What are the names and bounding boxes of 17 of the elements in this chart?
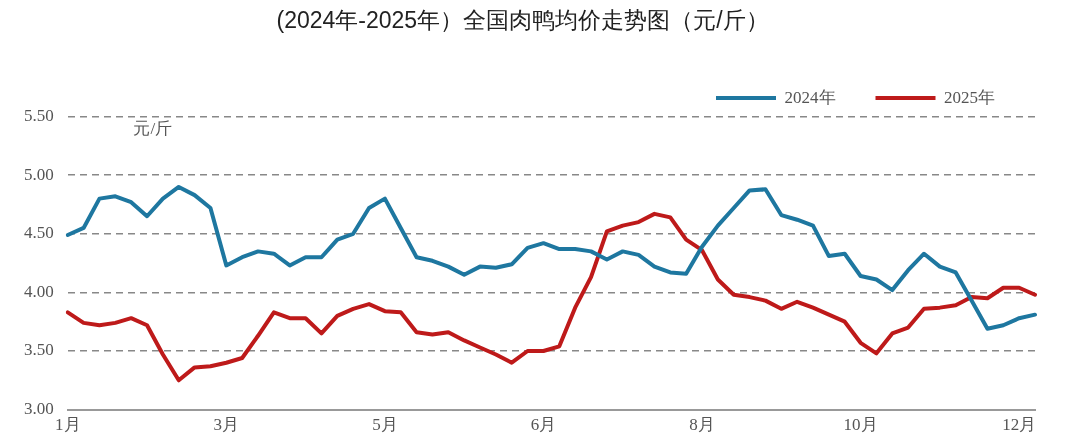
y-tick-label: 5.00 <box>24 164 54 184</box>
y-tick-label: 5.50 <box>24 106 54 126</box>
y-axis-title: 元/斤 <box>133 118 173 138</box>
x-tick-label: 5月 <box>372 415 398 435</box>
x-tick-label: 8月 <box>689 415 715 435</box>
x-tick-label: 6月 <box>530 415 557 435</box>
legend-label: 2025年 <box>944 87 995 107</box>
x-tick-label: 1月 <box>55 415 81 435</box>
y-tick-label: 3.50 <box>24 340 54 360</box>
x-tick-label: 10月 <box>843 415 878 435</box>
y-tick-label: 4.00 <box>24 281 54 301</box>
legend-label: 2024年 <box>784 87 836 107</box>
y-tick-label: 4.50 <box>24 223 54 243</box>
y-tick-label: 3.00 <box>24 399 54 419</box>
x-tick-label: 12月 <box>1002 415 1037 435</box>
x-tick-label: 3月 <box>213 415 240 435</box>
chart-title: (2024年-2025年）全国肉鸭均价走势图（元/斤） <box>276 7 769 34</box>
